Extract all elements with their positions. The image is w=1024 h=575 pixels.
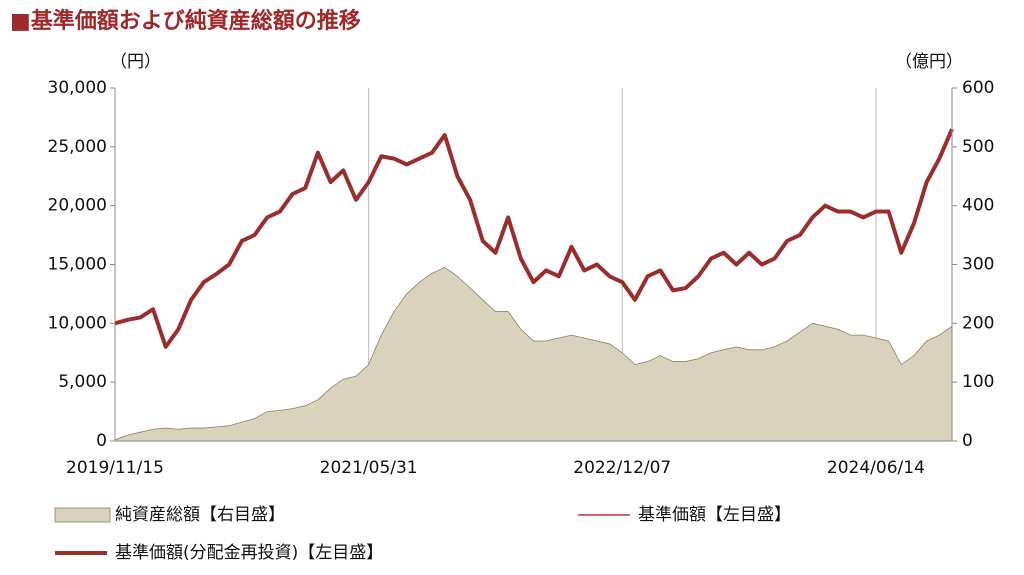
y-tick-label: 5,000 (58, 372, 107, 392)
x-tick-label: 2022/12/07 (573, 458, 671, 478)
x-tick-label: 2024/06/14 (827, 458, 925, 478)
y-tick-label: 20,000 (48, 196, 107, 216)
price-line (114, 128, 954, 349)
y2-tick-label: 100 (962, 372, 994, 392)
legend-label: 基準価額(分配金再投資)【左目盛】 (115, 543, 383, 563)
x-tick-label: 2019/11/15 (66, 458, 164, 478)
y2-tick-label: 500 (962, 137, 994, 157)
y-axis-unit: （円） (110, 52, 161, 72)
y2-tick-label: 400 (962, 196, 994, 216)
y-tick-label: 10,000 (48, 313, 107, 333)
y-tick-label: 0 (96, 431, 107, 451)
y2-tick-label: 0 (962, 431, 973, 451)
y2-tick-label: 200 (962, 313, 994, 333)
legend-label: 純資産総額【右目盛】 (115, 505, 285, 525)
chart-title: ■基準価額および純資産総額の推移 (10, 8, 361, 34)
y-tick-label: 15,000 (48, 255, 107, 275)
y2-tick-label: 300 (962, 255, 994, 275)
net-assets-area (114, 266, 953, 442)
y2-axis-unit: （億円） (895, 52, 963, 72)
legend-swatch (54, 507, 111, 523)
y-tick-label: 25,000 (48, 137, 107, 157)
y-tick-label: 30,000 (48, 78, 107, 98)
price-line (114, 128, 953, 348)
y2-tick-label: 600 (962, 78, 994, 98)
x-tick-label: 2021/05/31 (320, 458, 418, 478)
legend-label: 基準価額【左目盛】 (638, 505, 791, 525)
